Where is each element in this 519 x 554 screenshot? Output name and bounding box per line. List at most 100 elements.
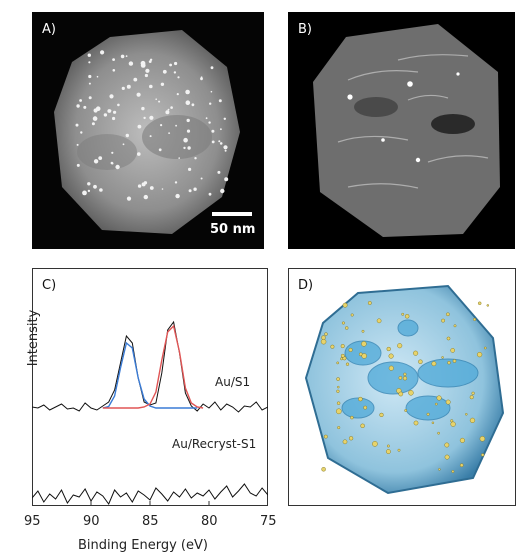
nanoparticle-dot — [459, 437, 465, 443]
nanoparticle-dot — [324, 332, 328, 336]
nanoparticle-dot — [112, 58, 115, 61]
nanoparticle-dot — [486, 304, 490, 307]
nanoparticle-dot — [165, 110, 170, 115]
nanoparticle-dot — [444, 442, 450, 448]
nanoparticle-dot — [200, 77, 203, 81]
nanoparticle-dot — [321, 467, 326, 472]
nanoparticle-dot — [175, 124, 178, 127]
nanoparticle-dot — [149, 115, 154, 120]
nanoparticle-dot — [161, 188, 164, 190]
nanoparticle-dot — [125, 133, 129, 138]
nanoparticle-dot — [335, 408, 342, 415]
nanoparticle-dot — [211, 129, 215, 133]
nanoparticle-dot — [87, 189, 91, 193]
nanoparticle-dot — [219, 142, 223, 145]
nanoparticle-dot — [95, 106, 101, 111]
x-tick-label: 85 — [142, 514, 159, 529]
nanoparticle-dot — [143, 194, 148, 200]
nanoparticle-dot — [388, 353, 394, 359]
nanoparticle-dot — [379, 412, 384, 418]
nanoparticle-dot — [103, 113, 108, 117]
nanoparticle-dot — [469, 395, 474, 400]
nanoparticle-dot — [386, 346, 391, 352]
panel-d-3d-reconstruction: D) — [288, 268, 516, 506]
nanoparticle-dot — [404, 409, 408, 412]
nanoparticle-dot — [483, 346, 487, 350]
nanoparticle-dot — [88, 82, 91, 85]
nanoparticle-dot — [342, 439, 348, 445]
nanoparticle-dot — [210, 90, 213, 93]
nanoparticle-dot — [388, 365, 394, 371]
nanoparticle-dot — [452, 359, 457, 363]
nanoparticle-dot — [434, 402, 438, 406]
nanoparticle-dot — [113, 110, 117, 114]
nanoparticle-dot — [75, 123, 79, 127]
nanoparticle-dot — [217, 170, 221, 174]
nanoparticle-dot — [173, 71, 177, 74]
nanoparticle-dot — [140, 60, 146, 66]
nanoparticle-dot — [208, 121, 211, 124]
nanoparticle-dot — [320, 338, 327, 345]
panel-b-label: B) — [298, 22, 312, 37]
nanoparticle-dot — [126, 196, 132, 201]
nanoparticle-dot — [223, 117, 226, 121]
nanoparticle-dot — [479, 436, 486, 442]
nanoparticle-dot — [413, 350, 419, 356]
nanoparticle-dot — [397, 343, 403, 349]
nanoparticle-dot — [471, 391, 475, 395]
nanoparticle-dot — [193, 187, 197, 191]
nanoparticle-dot — [403, 372, 407, 376]
nanoparticle-dot — [220, 188, 225, 194]
nanoparticle-dot — [336, 361, 340, 365]
nanoparticle-dot — [437, 431, 440, 435]
nanoparticle-dot — [444, 454, 450, 460]
nanoparticle-dot — [218, 140, 221, 143]
nanoparticle-dot — [160, 82, 165, 87]
nanoparticle-dot — [155, 98, 157, 100]
nanoparticle-dot — [205, 117, 208, 120]
nanoparticle-dot — [76, 163, 80, 167]
nanoparticle-dot — [350, 415, 354, 420]
nanoparticle-dot — [436, 395, 442, 401]
nanoparticle-dot — [404, 314, 410, 319]
nanoparticle-dot — [111, 151, 114, 154]
nanoparticle-dot — [121, 86, 125, 90]
nanoparticle-dot — [176, 93, 179, 96]
nanoparticle-dot — [348, 436, 354, 441]
nanoparticle-dot — [137, 124, 142, 129]
nanoparticle-dot — [342, 302, 348, 308]
nanoparticle-dot — [372, 441, 378, 447]
nanoparticle-dot — [323, 434, 328, 439]
nanoparticle-dot — [446, 336, 451, 341]
nanoparticle-dot — [87, 53, 91, 57]
nanoparticle-dot — [145, 68, 150, 73]
nanoparticle-dot — [162, 69, 167, 74]
panel-a-label: A) — [42, 22, 56, 37]
x-tick-label: 75 — [260, 514, 277, 529]
series-line-1 — [102, 341, 198, 409]
nanoparticle-dot — [363, 405, 368, 410]
nanoparticle-dot — [450, 421, 456, 427]
nanoparticle-dot — [477, 301, 482, 306]
nanoparticle-dot — [438, 468, 441, 471]
nanoparticle-dot — [177, 76, 180, 79]
nanoparticle-dot — [110, 161, 114, 165]
nanoparticle-dot — [401, 312, 405, 316]
nanoparticle-dot — [348, 347, 353, 352]
nanoparticle-dot — [361, 341, 367, 347]
nanoparticle-dot — [183, 137, 188, 143]
nanoparticle-dot — [175, 193, 180, 199]
nanoparticle-dot — [473, 317, 477, 321]
nanoparticle-dot — [413, 420, 419, 426]
nanoparticle-dot — [170, 106, 173, 109]
series-line-2 — [102, 324, 204, 409]
nanoparticle-dot — [344, 326, 349, 330]
nanoparticle-dot — [469, 417, 476, 424]
nanoparticle-dot — [336, 401, 341, 405]
nanoparticle-dot — [350, 313, 354, 317]
reconstruction-render — [288, 268, 516, 506]
nanoparticle-dot — [402, 376, 408, 381]
nanoparticle-dot — [210, 66, 214, 70]
panel-a-stem-image: A) 50 nm — [32, 12, 264, 249]
nanoparticle-dot — [88, 96, 92, 100]
